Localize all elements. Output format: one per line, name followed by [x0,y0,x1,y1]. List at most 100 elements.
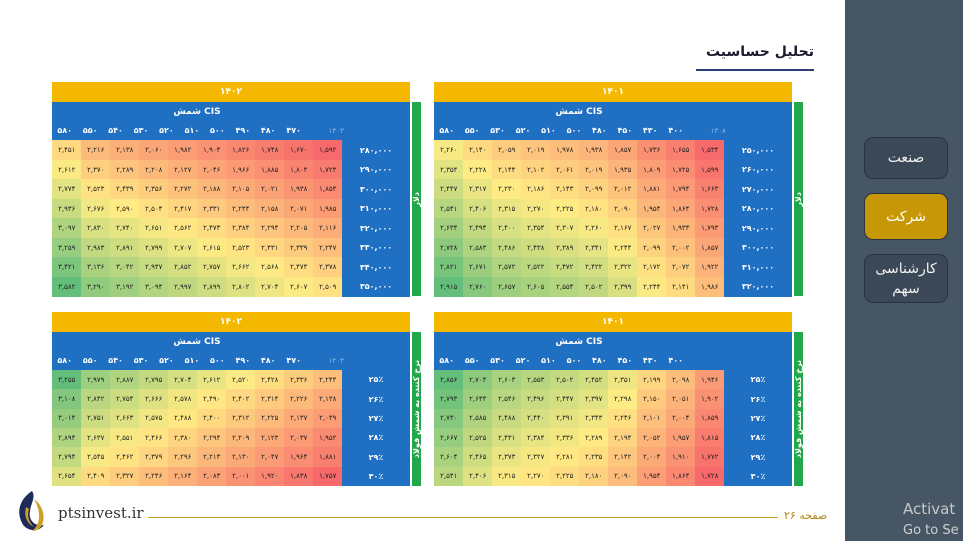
table-cell: ۲,۸۴۲ [81,389,111,410]
header-columns: ۵۸۰ ۵۵۰ ۵۳۰ ۵۲۰ ۵۱۰ ۵۰۰ ۴۸۰ ۴۵۰ ۴۳۰ ۴۰۰ ۱۳۰۸ [434,121,748,140]
table-cell: ۲,۳۵۶ [139,179,169,199]
row-label: ۳۵۰,۰۰۰ [342,276,410,297]
table-cell: ۲,۷۰۴ [463,370,493,390]
nav-button-industry[interactable]: صنعت [864,137,948,179]
table-cell: ۲,۳۱۵ [492,466,522,487]
row-label: ۲۵۰,۰۰۰ [724,140,792,160]
table-cell: ۲,۷۹۳ [434,389,464,410]
table-cell: ۲,۴۴۷ [550,389,580,410]
table-cell: ۱,۷۹۳ [695,218,725,238]
column-label: ۵۳۰ [133,356,149,365]
table-cell: ۱,۸۳۸ [284,466,314,487]
row-label: ۲۹٪ [342,447,410,467]
table-cell: ۱,۹۵۴ [637,466,667,487]
column-label: ۵۵۰ [82,126,98,135]
nav-button-valuation[interactable]: کارشناسی سهم [864,254,948,303]
table-cell: ۲,۰۱۹ [521,140,551,160]
row-label: ۲۷۰,۰۰۰ [724,179,792,199]
table-cell: ۲,۴۰۶ [463,198,493,219]
table-cell: ۲,۰۰۲ [666,237,696,258]
table-cell: ۲,۰۳۷ [284,427,314,448]
title-underline [696,69,814,71]
table-cell: ۱,۸۲۶ [226,140,256,160]
table-cell: ۲,۵۰۹ [313,276,343,297]
column-label: ۵۳۰ [133,126,149,135]
table-cell: ۲,۴۴۰ [521,408,551,429]
table-cell: ۲,۰۱۹ [579,159,609,180]
table-cell: ۲,۰۷۲ [666,257,696,277]
table-cell: ۲,۱۳۸ [110,140,140,160]
page-title: تحلیل حساسیت [705,44,814,60]
row-axis-label-text: دلار [412,191,421,207]
table-cell: ۲,۴۷۳ [284,257,314,277]
table-cell: ۲,۶۳۴ [434,218,464,238]
table-cell: ۱,۹۳۸ [284,179,314,199]
table-cell: ۱,۵۳۴ [695,140,725,160]
column-label: ۵۴۰ [108,356,123,365]
page-number: صفحه ۲۶ [784,509,828,522]
row-label: ۳۱۰,۰۰۰ [342,198,410,219]
column-label: ۵۲۰ [159,356,174,365]
table-cell: ۲,۱۸۰ [579,198,609,219]
table-cell: ۲,۳۴۳ [579,408,609,429]
row-label: ۳۳۰,۰۰۰ [342,237,410,258]
table-cell: ۲,۰۶۱ [550,159,580,180]
nav-button-company[interactable]: شرکت [864,193,948,240]
table-cell: ۲,۹۱۵ [434,276,464,297]
table-cell: ۲,۱۵۸ [255,198,285,219]
table-cell: ۲,۱۲۷ [168,159,198,180]
table-cell: ۲,۱۴۲ [608,447,638,467]
row-label: ۲۸٪ [724,427,792,448]
table-cell: ۲,۲۹۶ [168,447,198,467]
table-cell: ۲,۵۶۸ [255,257,285,277]
table-cell: ۲,۲۲۵ [550,466,580,487]
table-cell: ۲,۴۵۱ [52,140,82,160]
table-cell: ۱,۷۳۶ [637,140,667,160]
table-cell: ۲,۴۹۶ [521,389,551,410]
header-columns: ۵۸۰ ۵۵۰ ۵۴۰ ۵۳۰ ۵۲۰ ۵۱۰ ۵۰۰ ۴۹۰ ۴۸۰ ۴۷۰ ۱۴۰۳ [52,121,366,140]
table-cell: ۳,۰۴۲ [110,257,140,277]
table-cell: ۱,۷۲۵ [666,159,696,180]
table-cell: ۲,۵۰۴ [139,198,169,219]
table-cell: ۳,۱۹۲ [110,276,140,297]
table-cell: ۲,۲۷۰ [521,198,551,219]
table-cell: ۲,۵۶۲ [168,218,198,238]
table-cell: ۲,۳۴۱ [579,237,609,258]
corner-value: ۱۴۰۳ [328,126,344,135]
table-cell: ۲,۰۰۴ [666,408,696,429]
sensitivity-table-top-left: ۱۴۰۲ شمش CIS ۵۸۰ ۵۵۰ ۵۴۰ ۵۳۰ ۵۲۰ ۵۱۰ ۵۰۰ ۴۹۰ ۴۸۰ ۴۷… [52,82,421,297]
column-label: ۵۲۰ [515,126,531,135]
table-cell: ۲,۶۳۷ [81,427,111,448]
header-title: شمش CIS [555,336,603,347]
table-cell: ۳,۲۹۰ [81,276,111,297]
row-label: ۲۸۰,۰۰۰ [342,140,410,160]
row-axis-label-text: نرخ کننده به شمش فولاد [412,359,421,458]
column-label: ۵۸۰ [439,126,455,135]
table-cell: ۲,۲۰۹ [226,427,256,448]
column-label: ۵۸۰ [57,126,73,135]
table-cell: ۲,۳۱۴ [255,389,285,410]
table-cell: ۲,۲۱۶ [81,140,111,160]
table-cell: ۲,۳۱۵ [492,198,522,219]
table-cell: ۲,۳۱۷ [463,179,493,199]
row-label: ۳۰٪ [342,466,410,487]
sensitivity-table-bottom-left: ۱۴۰۲ شمش CIS ۵۸۰ ۵۵۰ ۵۴۰ ۵۳۰ ۵۲۰ ۵۱۰ ۵۰۰ ۴۹۰ ۴۸۰ ۴۷… [52,312,421,487]
column-label: ۴۷۰ [286,126,301,135]
table-cell: ۲,۴۴۷ [434,179,464,199]
table-cell: ۲,۰۴۹ [313,408,343,429]
column-label: ۴۹۰ [235,356,251,365]
table-cell: ۲,۶۵۴ [52,466,82,487]
table-cell: ۱,۷۲۳ [313,159,343,180]
table-cell: ۲,۵۴۱ [434,466,464,487]
table-cell: ۳,۲۵۹ [52,237,82,258]
table-cell: ۱,۹۳۵ [608,159,638,180]
table-cell: ۲,۵۲۵ [463,427,493,448]
column-label: ۵۵۰ [82,356,98,365]
table-cell: ۲,۶۰۵ [521,276,551,297]
table-cell: ۲,۱۸۸ [197,179,227,199]
table-cell: ۲,۹۸۳ [81,237,111,258]
row-axis-label: دلار [794,102,803,296]
sidebar: صنعت شرکت کارشناسی سهم [845,0,963,541]
table-cell: ۲,۲۳۰ [492,179,522,199]
column-label: ۴۰۰ [668,126,683,135]
